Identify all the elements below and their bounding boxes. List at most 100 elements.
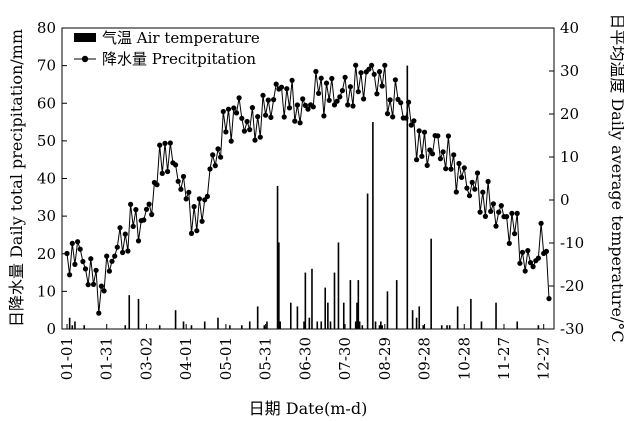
precipitation-point (345, 102, 351, 108)
temperature-bar (516, 321, 519, 329)
precipitation-point (347, 84, 353, 90)
temperature-bar (422, 325, 425, 329)
precipitation-point (414, 157, 420, 163)
left-axis: 0 10 20 30 40 50 60 70 80 (37, 19, 67, 338)
temperature-bar (68, 317, 71, 329)
temperature-bar (537, 325, 540, 329)
precipitation-point (482, 213, 488, 219)
precipitation-point (223, 129, 229, 135)
precipitation-point (292, 118, 298, 124)
precipitation-point (522, 268, 528, 274)
precipitation-point (326, 97, 332, 103)
precipitation-point (366, 66, 372, 72)
left-tick-label: 20 (37, 245, 56, 263)
temperature-bar (357, 280, 360, 329)
precipitation-point (273, 81, 279, 87)
precipitation-point (466, 193, 473, 199)
precipitation-point (419, 153, 425, 159)
precipitation-point (241, 128, 247, 134)
precipitation-point (133, 207, 139, 213)
precipitation-point (98, 283, 104, 289)
x-tick-label: 10-28 (455, 337, 473, 380)
precipitation-point (188, 230, 195, 236)
precipitation-point (331, 102, 338, 108)
right-axis: -30 -20 -10 0 10 20 30 40 (549, 19, 584, 338)
precipitation-point (263, 112, 269, 118)
precipitation-point (265, 97, 271, 103)
temperature-bar (366, 193, 369, 329)
x-tick-label: 01-31 (98, 337, 116, 380)
temperature-bar (342, 302, 345, 329)
x-tick-label: 01-01 (58, 337, 76, 380)
temperature-bar (266, 321, 268, 329)
precipitation-point (141, 217, 147, 223)
precipitation-point (75, 239, 81, 245)
precipitation-point (424, 162, 430, 168)
precipitation-point (165, 168, 171, 175)
precipitation-point (498, 203, 504, 209)
x-tick-label: 09-28 (416, 337, 434, 380)
precipitation-point (220, 108, 226, 115)
temperature-bar (256, 306, 259, 329)
precipitation-point (506, 240, 512, 246)
precipitation-point (96, 310, 102, 316)
y-axis-right-label: 日平均温度 Daily average temperature/°C (608, 13, 624, 342)
x-tick-label: 08-29 (376, 337, 394, 380)
precipitation-point (416, 128, 422, 134)
precipitation-point (387, 97, 393, 103)
temperature-bar (380, 321, 382, 329)
precipitation-point (93, 267, 99, 273)
precipitation-point (302, 102, 308, 108)
precipitation-point (435, 133, 441, 139)
precipitation-point (464, 185, 470, 191)
precipitation-point (353, 62, 359, 68)
temperature-bar (263, 325, 266, 329)
precipitation-point (538, 220, 544, 226)
precipitation-point (175, 178, 181, 184)
x-tick-label: 05-31 (257, 337, 275, 380)
temperature-bar (361, 325, 364, 329)
legend-label-precipitation: 降水量 Precitpitation (102, 50, 256, 68)
precipitation-point (530, 264, 536, 270)
temperature-bar (182, 321, 185, 329)
precipitation-point (257, 134, 263, 140)
precipitation-point (382, 62, 388, 68)
precipitation-point (321, 113, 327, 119)
precipitation-point (392, 77, 398, 83)
right-tick-label: -30 (560, 320, 584, 338)
precipitation-line-series (64, 62, 552, 316)
precipitation-point (191, 204, 197, 210)
temperature-bar (327, 302, 329, 329)
left-tick-label: 40 (37, 170, 56, 188)
temperature-bar (456, 306, 459, 329)
precipitation-point (67, 272, 73, 278)
x-tick-label: 03-02 (137, 337, 155, 380)
precipitation-point (525, 248, 531, 254)
x-tick-label: 04-01 (177, 337, 195, 380)
precipitation-point (421, 129, 428, 135)
precipitation-point (114, 244, 120, 250)
precipitation-point (485, 178, 491, 185)
precipitation-point (146, 201, 152, 207)
temperature-bar (74, 321, 76, 329)
precipitation-point (104, 253, 110, 259)
precipitation-point (456, 160, 462, 167)
temperature-bar (337, 242, 340, 329)
temperature-bar (329, 321, 332, 329)
temperature-bar (320, 321, 323, 329)
precipitation-point (112, 253, 118, 259)
temperature-bar (316, 321, 319, 329)
precipitation-point (342, 74, 348, 80)
precipitation-point (408, 122, 414, 128)
precipitation-point (511, 231, 518, 237)
precipitation-point (122, 231, 128, 237)
precipitation-point (339, 88, 345, 94)
precipitation-point (297, 120, 303, 126)
x-tick-label: 11-27 (495, 337, 513, 380)
precipitation-point (210, 152, 216, 158)
precipitation-point (149, 211, 155, 218)
temperature-bar (356, 302, 358, 329)
precipitation-point (162, 140, 168, 146)
temperature-bar (372, 122, 374, 329)
